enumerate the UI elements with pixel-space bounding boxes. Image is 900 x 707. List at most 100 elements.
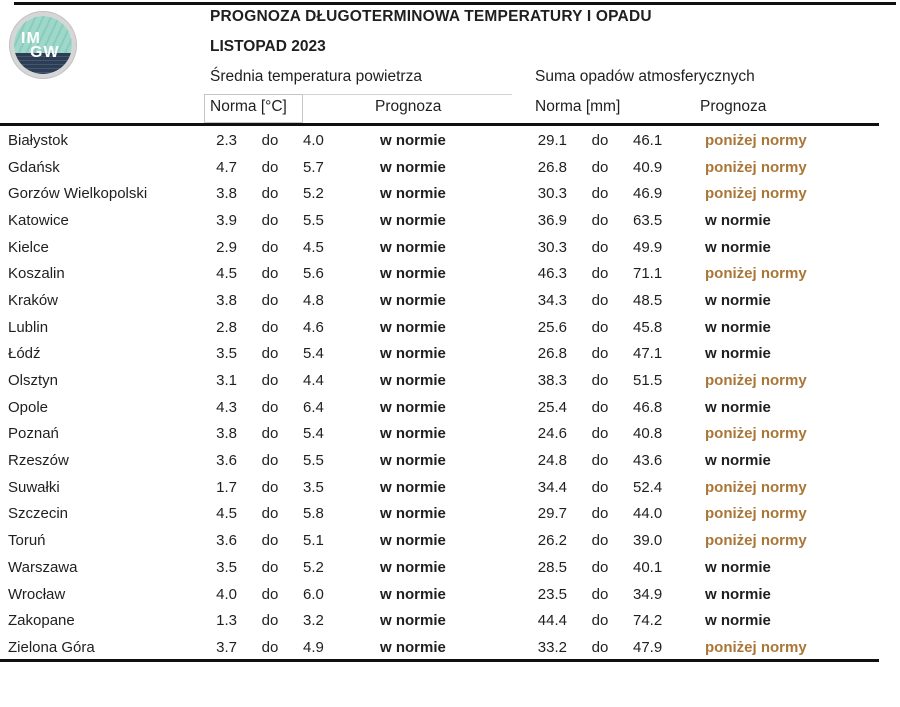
precip-norm-low: 24.8 [537,452,567,470]
table-row: Toruń 3.6 do 5.1 w normie 26.2 do 39.0 p… [0,527,900,554]
imgw-logo: IM GW [10,12,76,78]
temp-forecast-value: w normie [380,291,446,309]
precip-norm-high: 52.4 [633,478,663,496]
city-name: Gorzów Wielkopolski [8,185,148,203]
temp-norm-high: 4.6 [303,318,324,336]
precip-norm-high: 39.0 [633,532,663,550]
precip-forecast-value: poniżej normy [705,372,807,390]
table-row: Rzeszów 3.6 do 5.5 w normie 24.8 do 43.6… [0,447,900,474]
precip-norm-low: 25.4 [537,398,567,416]
precip-norm-low: 38.3 [537,372,567,390]
table-row: Suwałki 1.7 do 3.5 w normie 34.4 do 52.4… [0,474,900,501]
precip-norm-high: 71.1 [633,265,663,283]
precip-norm-low: 46.3 [537,265,567,283]
precip-norm-high: 47.1 [633,345,663,363]
precip-norm-low: 44.4 [537,612,567,630]
temp-forecast-label: Prognoza [375,98,442,115]
precip-forecast-value: poniżej normy [705,478,807,496]
temp-norm-high: 5.4 [303,345,324,363]
temp-norm-low: 3.1 [216,372,237,390]
range-separator: do [591,185,609,203]
precip-forecast-value: w normie [705,291,771,309]
temp-forecast-value: w normie [380,638,446,656]
bottom-rule [0,659,879,662]
table-row: Opole 4.3 do 6.4 w normie 25.4 do 46.8 w… [0,394,900,421]
table-row: Gdańsk 4.7 do 5.7 w normie 26.8 do 40.9 … [0,154,900,181]
range-separator: do [261,558,279,576]
city-name: Toruń [8,532,46,550]
logo-text-im: IM [21,30,41,47]
range-separator: do [591,612,609,630]
precip-norm-low: 36.9 [537,211,567,229]
temp-norm-high: 5.6 [303,265,324,283]
range-separator: do [591,585,609,603]
range-separator: do [591,291,609,309]
range-separator: do [591,318,609,336]
temp-norm-low: 1.7 [216,478,237,496]
temp-norm-low: 3.5 [216,558,237,576]
precip-norm-low: 29.7 [537,505,567,523]
precip-norm-low: 28.5 [537,558,567,576]
city-name: Białystok [8,131,69,149]
precip-norm-label: Norma [mm] [535,98,621,115]
temp-norm-high: 5.5 [303,211,324,229]
precip-norm-low: 29.1 [537,131,567,149]
temp-group-header: Średnia temperatura powietrza [210,68,422,85]
faint-gridline [302,94,512,95]
table-row: Olsztyn 3.1 do 4.4 w normie 38.3 do 51.5… [0,367,900,394]
precip-norm-high: 51.5 [633,372,663,390]
precip-forecast-value: w normie [705,558,771,576]
range-separator: do [591,131,609,149]
precip-norm-low: 25.6 [537,318,567,336]
temp-norm-low: 3.5 [216,345,237,363]
temp-forecast-value: w normie [380,372,446,390]
city-name: Poznań [8,425,59,443]
city-name: Katowice [8,211,69,229]
precip-forecast-value: w normie [705,452,771,470]
city-name: Rzeszów [8,452,69,470]
top-rule [14,2,896,5]
precip-forecast-value: poniżej normy [705,425,807,443]
temp-forecast-value: w normie [380,185,446,203]
city-name: Wrocław [8,585,66,603]
precip-norm-high: 63.5 [633,211,663,229]
precip-forecast-value: poniżej normy [705,265,807,283]
precip-norm-low: 33.2 [537,638,567,656]
table-row: Lublin 2.8 do 4.6 w normie 25.6 do 45.8 … [0,314,900,341]
range-separator: do [591,638,609,656]
temp-norm-low: 4.5 [216,265,237,283]
city-name: Kielce [8,238,49,256]
range-separator: do [261,398,279,416]
precip-forecast-value: w normie [705,612,771,630]
precip-norm-high: 40.1 [633,558,663,576]
temp-norm-high: 5.8 [303,505,324,523]
precip-norm-low: 30.3 [537,185,567,203]
precip-norm-high: 46.1 [633,131,663,149]
range-separator: do [261,238,279,256]
precip-norm-low: 26.2 [537,532,567,550]
precip-norm-low: 26.8 [537,158,567,176]
temp-forecast-value: w normie [380,558,446,576]
temp-forecast-value: w normie [380,345,446,363]
range-separator: do [591,398,609,416]
city-name: Suwałki [8,478,60,496]
temp-norm-high: 4.9 [303,638,324,656]
precip-norm-low: 26.8 [537,345,567,363]
city-name: Kraków [8,291,59,309]
city-name: Olsztyn [8,372,59,390]
temp-forecast-value: w normie [380,612,446,630]
temp-forecast-value: w normie [380,211,446,229]
city-name: Zakopane [8,612,75,630]
logo-green-half [14,16,72,53]
range-separator: do [591,478,609,496]
temp-forecast-value: w normie [380,505,446,523]
range-separator: do [591,452,609,470]
precip-norm-high: 44.0 [633,505,663,523]
temp-norm-high: 5.2 [303,185,324,203]
temp-norm-high: 4.0 [303,131,324,149]
precip-group-header: Suma opadów atmosferycznych [535,68,755,85]
city-name: Gdańsk [8,158,60,176]
temp-norm-low: 3.8 [216,185,237,203]
temp-norm-low: 3.6 [216,452,237,470]
table-row: Kraków 3.8 do 4.8 w normie 34.3 do 48.5 … [0,287,900,314]
